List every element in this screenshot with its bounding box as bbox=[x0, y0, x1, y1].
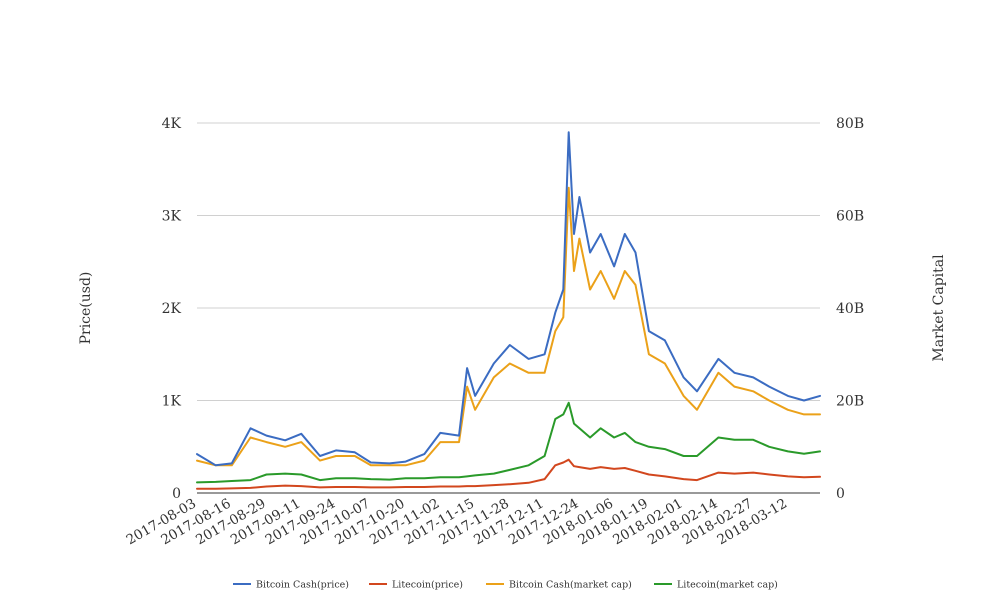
y-left-tick-label: 1K bbox=[162, 394, 182, 410]
legend-item-litecoin-market-cap[interactable]: Litecoin(market cap) bbox=[654, 580, 778, 591]
y-left-tick-label: 4K bbox=[162, 116, 182, 132]
y-right-tick-labels: 0 20B 40B 60B 80B bbox=[836, 116, 864, 502]
y-right-tick-label: 40B bbox=[836, 301, 864, 317]
y-left-tick-label: 3K bbox=[162, 209, 182, 225]
legend-label: Litecoin(market cap) bbox=[677, 580, 778, 591]
y-right-tick-label: 60B bbox=[836, 209, 864, 225]
y-right-tick-label: 80B bbox=[836, 116, 864, 132]
y-right-tick-label: 0 bbox=[836, 486, 845, 502]
legend-label: Bitcoin Cash(market cap) bbox=[509, 580, 632, 591]
y-left-tick-label: 2K bbox=[162, 301, 182, 317]
y-left-axis-title: Price(usd) bbox=[78, 272, 94, 345]
series-line-litecoin-market-cap bbox=[196, 401, 821, 484]
legend-label: Bitcoin Cash(price) bbox=[256, 580, 349, 591]
legend-item-bitcoin-cash-price[interactable]: Bitcoin Cash(price) bbox=[233, 580, 349, 591]
y-right-axis-title: Market Capital bbox=[931, 254, 947, 362]
series-line-bitcoin-cash-market-cap bbox=[196, 186, 821, 467]
y-right-tick-label: 20B bbox=[836, 394, 864, 410]
x-tick-labels: 2017-08-032017-08-162017-08-292017-09-11… bbox=[124, 496, 790, 549]
y-left-tick-labels: 0 1K 2K 3K 4K bbox=[162, 116, 182, 502]
series-line-litecoin-price bbox=[196, 458, 821, 490]
legend-label: Litecoin(price) bbox=[392, 580, 463, 591]
legend-item-litecoin-price[interactable]: Litecoin(price) bbox=[369, 580, 463, 591]
series-lines bbox=[196, 131, 821, 490]
gridlines bbox=[197, 122, 820, 401]
legend: Bitcoin Cash(price) Litecoin(price) Bitcoi… bbox=[233, 580, 778, 591]
y-left-tick-label: 0 bbox=[172, 486, 181, 502]
legend-item-bitcoin-cash-market-cap[interactable]: Bitcoin Cash(market cap) bbox=[486, 580, 632, 591]
series-line-bitcoin-cash-price bbox=[196, 131, 821, 467]
